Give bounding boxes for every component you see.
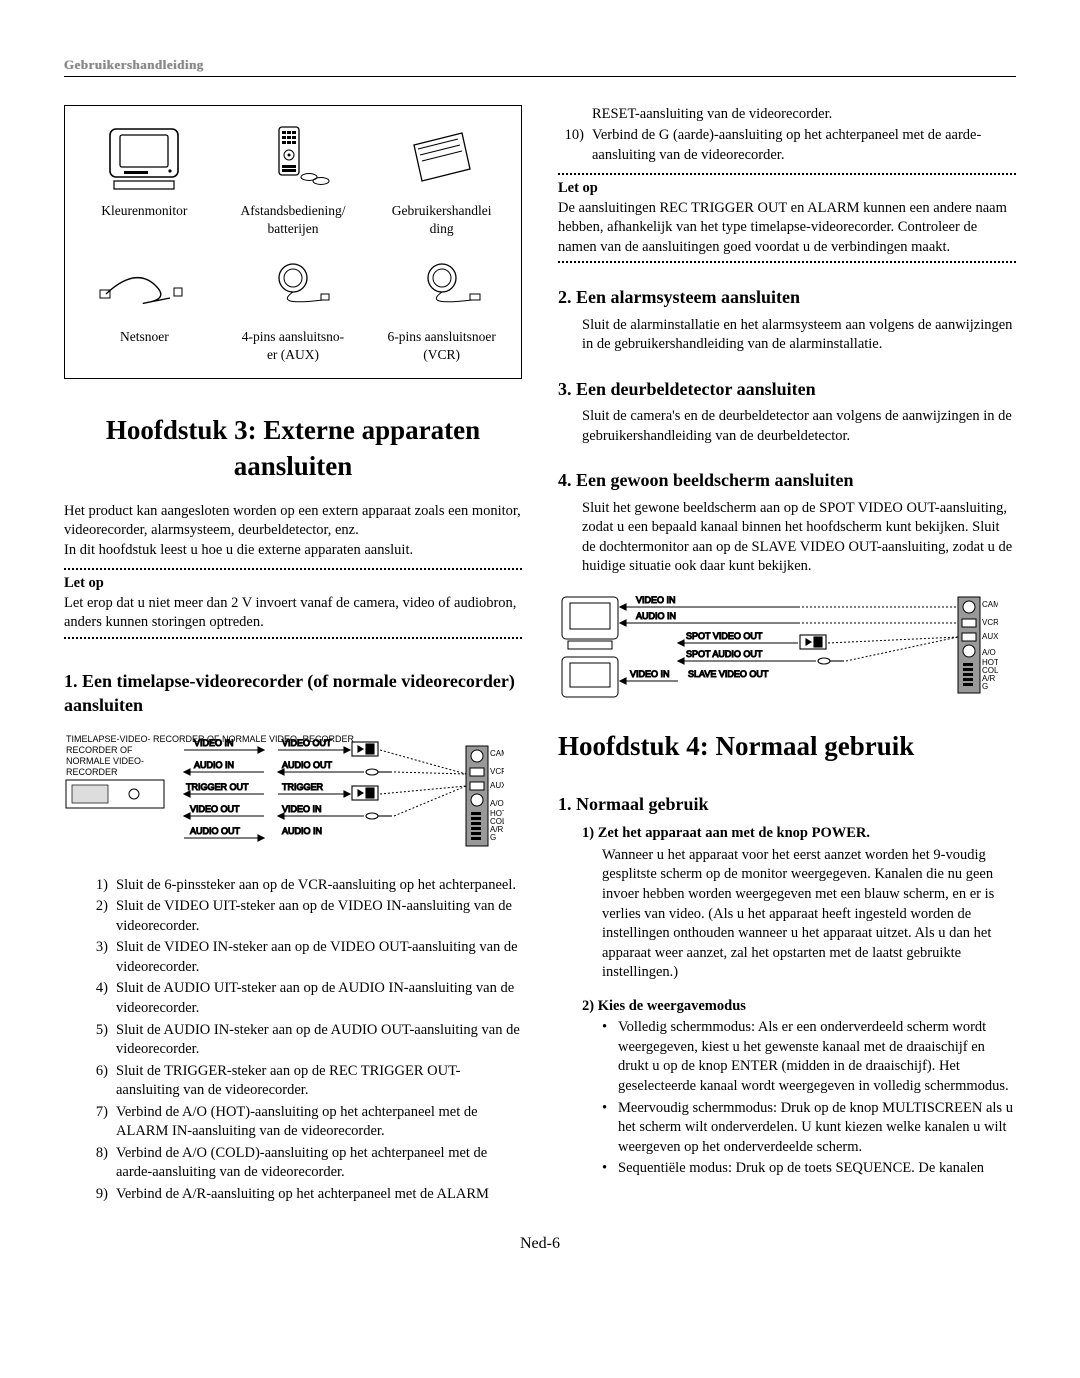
svg-text:VIDEO IN: VIDEO IN	[630, 669, 670, 679]
svg-text:AUDIO IN: AUDIO IN	[194, 760, 234, 770]
step1-title: 1) Zet het apparaat aan met de knop POWE…	[582, 824, 1016, 844]
svg-text:TRIGGER OUT: TRIGGER OUT	[186, 782, 249, 792]
svg-text:VIDEO IN: VIDEO IN	[194, 738, 234, 748]
accessory-6pin-label: 6-pins aansluitsnoer (VCR)	[372, 328, 511, 364]
left-column: Kleurenmonitor	[64, 105, 522, 1207]
svg-text:AUX: AUX	[982, 632, 998, 641]
svg-text:RECORDER: RECORDER	[66, 767, 118, 777]
svg-text:SLAVE VIDEO OUT: SLAVE VIDEO OUT	[688, 669, 769, 679]
svg-text:VCR: VCR	[490, 767, 504, 776]
svg-text:G: G	[982, 682, 988, 691]
section1-steps-cont: RESET-aansluiting van de videorecorder. …	[558, 105, 1016, 166]
accessory-monitor-label: Kleurenmonitor	[75, 202, 214, 220]
svg-text:AUDIO IN: AUDIO IN	[636, 611, 676, 621]
section1-steps: 1)Sluit de 6-pinssteker aan op de VCR-aa…	[86, 876, 522, 1205]
accessory-manual-label: Gebruikershandlei ding	[372, 202, 511, 238]
accessory-remote: Afstandsbediening/ batterijen	[224, 124, 363, 238]
accessory-power-label: Netsnoer	[75, 328, 214, 346]
svg-text:SPOT VIDEO OUT: SPOT VIDEO OUT	[686, 631, 763, 641]
vcr-diagram: TIMELAPSE-VIDEO- RECORDER OF NORMALE VID…	[64, 732, 522, 862]
step1-body: Wanneer u het apparaat voor het eerst aa…	[602, 846, 1016, 983]
header-rule	[64, 76, 1016, 77]
svg-text:AUX: AUX	[490, 781, 504, 790]
svg-text:A/O: A/O	[490, 799, 504, 808]
svg-text:A/O: A/O	[982, 648, 996, 657]
accessory-remote-label: Afstandsbediening/ batterijen	[224, 202, 363, 238]
chapter3-title: Hoofdstuk 3: Externe apparaten aansluite…	[64, 413, 522, 483]
note2-body: De aansluitingen REC TRIGGER OUT en ALAR…	[558, 199, 1016, 258]
accessory-manual: Gebruikershandlei ding	[372, 124, 511, 238]
section2-title: 2. Een alarmsysteem aansluiten	[558, 285, 1016, 309]
dotted-sep-1	[64, 568, 522, 570]
svg-text:G: G	[490, 833, 496, 842]
monitor-diagram: VIDEO IN AUDIO IN SPOT VIDEO OUT SPOT AU…	[558, 591, 1016, 701]
svg-text:TRIGGER: TRIGGER	[282, 782, 324, 792]
svg-text:CAM6: CAM6	[982, 600, 998, 609]
chapter3-intro: Het product kan aangesloten worden op ee…	[64, 502, 522, 561]
svg-text:RECORDER OF: RECORDER OF	[66, 745, 133, 755]
chapter4-title: Hoofdstuk 4: Normaal gebruik	[558, 729, 1016, 764]
svg-text:VIDEO OUT: VIDEO OUT	[190, 804, 240, 814]
svg-text:CAM6: CAM6	[490, 749, 504, 758]
accessory-6pin: 6-pins aansluitsnoer (VCR)	[372, 250, 511, 364]
svg-text:SPOT AUDIO OUT: SPOT AUDIO OUT	[686, 649, 763, 659]
svg-text:AUDIO OUT: AUDIO OUT	[282, 760, 333, 770]
note1-title: Let op	[64, 574, 522, 594]
dotted-sep-4	[558, 261, 1016, 263]
page-number: Ned-6	[64, 1233, 1016, 1255]
dotted-sep-2	[64, 637, 522, 639]
svg-text:VCR: VCR	[982, 618, 998, 627]
dotted-sep-3	[558, 173, 1016, 175]
section3-body: Sluit de camera's en de deurbeldetector …	[582, 407, 1016, 446]
accessory-4pin: 4-pins aansluitsno- er (AUX)	[224, 250, 363, 364]
section1-title: 1. Een timelapse-videorecorder (of norma…	[64, 669, 522, 718]
section2-body: Sluit de alarminstallatie en het alarmsy…	[582, 316, 1016, 355]
svg-text:VIDEO IN: VIDEO IN	[282, 804, 322, 814]
accessory-monitor: Kleurenmonitor	[75, 124, 214, 238]
right-column: RESET-aansluiting van de videorecorder. …	[558, 105, 1016, 1207]
section3-title: 3. Een deurbeldetector aansluiten	[558, 377, 1016, 401]
svg-text:VIDEO IN: VIDEO IN	[636, 595, 676, 605]
svg-text:VIDEO OUT: VIDEO OUT	[282, 738, 332, 748]
svg-text:NORMALE VIDEO-: NORMALE VIDEO-	[66, 756, 144, 766]
step2-title: 2) Kies de weergavemodus	[582, 997, 1016, 1017]
running-header: Gebruikershandleiding	[64, 56, 1016, 74]
accessory-4pin-label: 4-pins aansluitsno- er (AUX)	[224, 328, 363, 364]
note2-title: Let op	[558, 179, 1016, 199]
svg-text:AUDIO IN: AUDIO IN	[282, 826, 322, 836]
section4-body: Sluit het gewone beeldscherm aan op de S…	[582, 499, 1016, 577]
section4-title: 4. Een gewoon beeldscherm aansluiten	[558, 468, 1016, 492]
accessories-box: Kleurenmonitor	[64, 105, 522, 380]
normal-section-title: 1. Normaal gebruik	[558, 792, 1016, 816]
svg-text:AUDIO OUT: AUDIO OUT	[190, 826, 241, 836]
step2-bullets: •Volledig schermmodus: Als er een onderv…	[602, 1018, 1016, 1179]
note1-body: Let erop dat u niet meer dan 2 V invoert…	[64, 594, 522, 633]
accessory-power-cord: Netsnoer	[75, 250, 214, 364]
